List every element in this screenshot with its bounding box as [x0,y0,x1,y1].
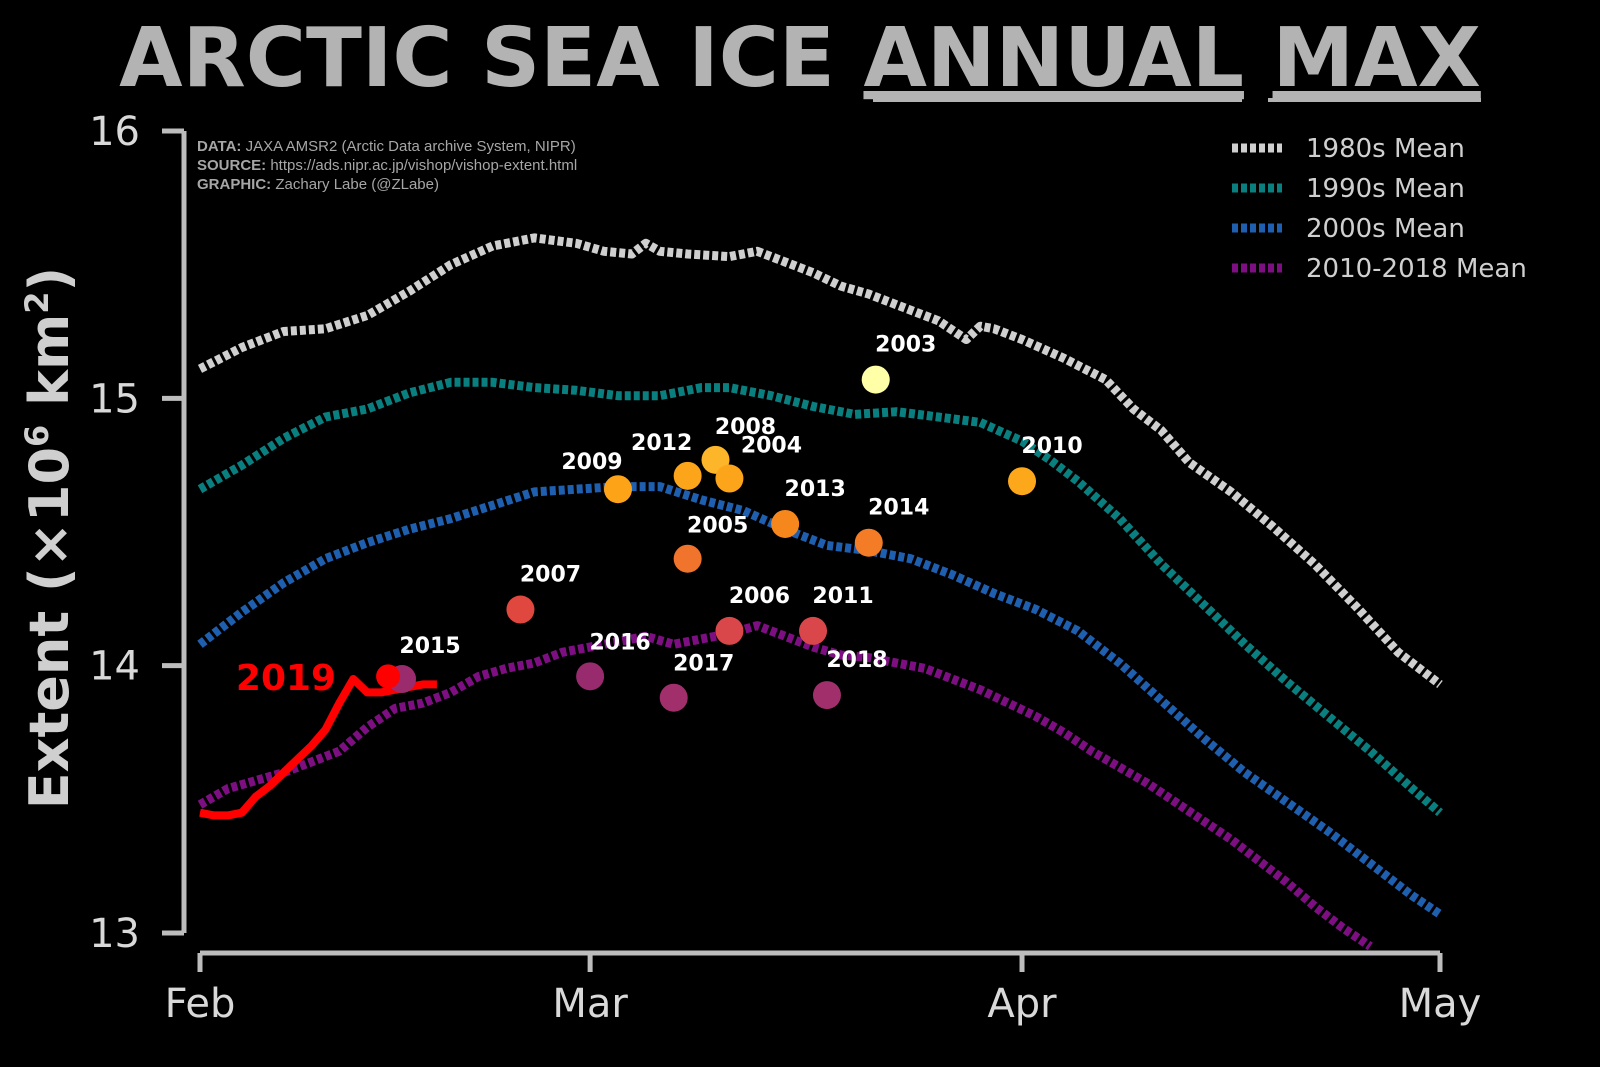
max-point-label-2005: 2005 [687,514,748,539]
max-point-label-2006: 2006 [729,584,790,609]
max-point-label-2010: 2010 [1021,434,1082,459]
max-point-label-2003: 2003 [875,333,936,358]
legend-label: 2000s Mean [1306,214,1465,244]
max-point-label-2016: 2016 [589,630,650,655]
max-point-2010 [1008,467,1037,496]
max-point-2005 [673,544,702,573]
x-tick-label: May [1399,981,1482,1027]
max-point-label-2008: 2008 [715,415,776,440]
max-point-2006 [715,616,744,645]
max-point-label-2009: 2009 [561,450,622,475]
max-point-label-2007: 2007 [520,563,581,588]
max-point-2018 [812,681,841,710]
credits: DATA: JAXA AMSR2 (Arctic Data archive Sy… [197,138,577,193]
title-part-3: MAX [1273,11,1481,106]
max-point-label-2015: 2015 [399,634,460,659]
y-axis-label: Extent (×106 km2) [18,267,81,810]
max-point-2011 [799,616,828,645]
series-line-1990s-mean [197,377,1443,817]
credit-source: SOURCE: https://ads.nipr.ac.jp/vishop/vi… [197,157,577,174]
credit-graphic: GRAPHIC: Zachary Labe (@ZLabe) [197,176,439,193]
series-layer [197,233,1443,951]
max-point-2019 [376,664,401,689]
legend: 1980s Mean 1990s Mean 2000s Mean 2010-2018 … [1232,134,1527,284]
max-point-2014 [854,528,883,557]
max-point-label-2011: 2011 [812,584,873,609]
x-tick-label: Apr [987,981,1057,1027]
y-tick-label: 15 [89,376,140,422]
y-tick-label: 13 [89,911,140,957]
series-label-2019: 2019 [236,658,336,699]
max-point-label-2012: 2012 [631,431,692,456]
x-tick-label: Mar [552,981,628,1027]
legend-label: 2010-2018 Mean [1306,254,1527,284]
max-point-2003 [861,365,890,394]
credit-data: DATA: JAXA AMSR2 (Arctic Data archive Sy… [197,138,576,155]
max-point-2013 [771,509,800,538]
y-tick-label: 14 [89,644,140,690]
max-point-label-2014: 2014 [868,496,929,521]
max-point-label-2018: 2018 [826,648,887,673]
max-point-2007 [506,595,535,624]
legend-label: 1990s Mean [1306,174,1465,204]
max-point-2012 [673,461,702,490]
max-point-label-2013: 2013 [785,477,846,502]
x-tick-label: Feb [165,981,236,1027]
legend-label: 1980s Mean [1306,134,1465,164]
title-part-2: ANNUAL [863,11,1244,106]
max-point-2009 [603,475,632,504]
max-point-2017 [659,683,688,712]
max-point-label-2017: 2017 [673,652,734,677]
axes: 13 14 15 16 Feb Mar Apr May [89,109,1481,1027]
series-line-1980s-mean [197,233,1443,688]
series-line-2010-2018-mean [197,621,1373,951]
max-point-2016 [576,662,605,691]
chart-title: ARCTIC SEA ICE ANNUAL MAX [119,11,1481,106]
title-part-1: ARCTIC SEA ICE [119,11,863,106]
y-tick-label: 16 [89,109,140,155]
max-point-2004 [715,464,744,493]
series-line-2019 [199,675,437,820]
max-point-label-2004: 2004 [741,434,802,459]
